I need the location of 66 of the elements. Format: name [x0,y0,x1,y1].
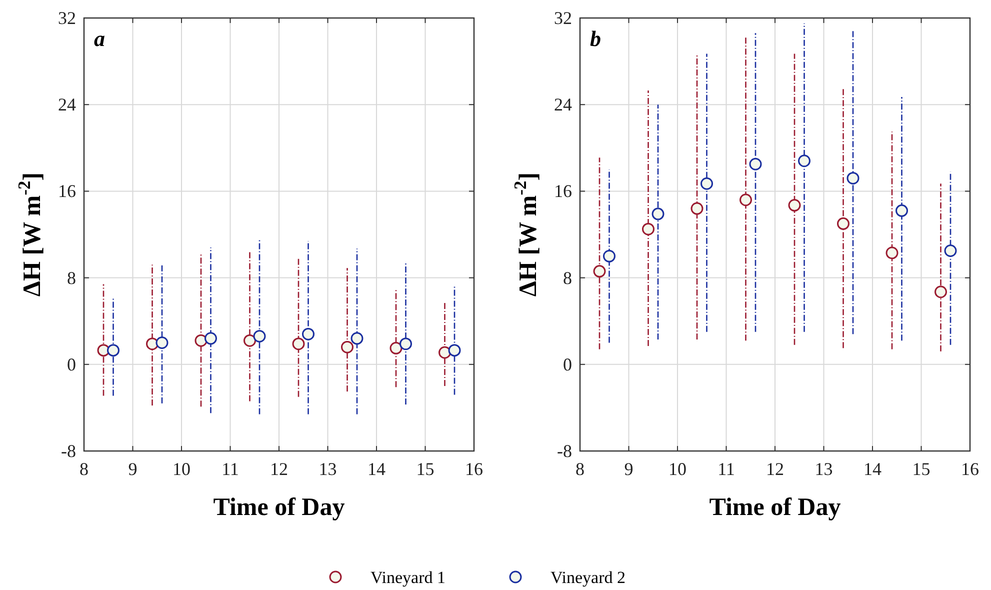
x-tick-label: 8 [576,459,584,479]
y-tick-label: 0 [563,354,572,374]
point [194,334,208,347]
y-tick-label: 16 [554,181,572,202]
point [740,194,752,206]
chart-title: a [94,26,105,51]
y-tick-label: 24 [554,94,572,115]
chart-title: b [590,26,601,51]
x-axis-title: Time of Day [709,494,842,521]
x-axis-title: Time of Day [213,494,346,521]
y-tick-label: 8 [563,268,572,288]
x-tick-label: 16 [465,459,483,479]
point [700,177,713,190]
x-tick-label: 14 [368,459,386,479]
x-tick-label: 13 [814,459,833,479]
point [390,342,402,354]
point [204,332,217,345]
y-tick-label: 24 [58,94,76,115]
x-tick-label: 10 [172,459,190,479]
point [846,172,860,184]
x-tick-label: 10 [668,459,686,479]
x-tick-label: 9 [624,459,634,479]
y-tick-label: 32 [554,8,572,28]
point [253,330,266,343]
point [788,199,801,212]
point [350,332,364,345]
point [244,334,256,347]
y-tick-label: -8 [61,441,76,461]
point [107,344,120,357]
point [944,244,957,257]
legend-label: Vineyard 1 [370,568,446,587]
point [886,246,898,260]
point [934,286,947,298]
point [690,202,704,215]
x-tick-label: 12 [270,459,288,479]
point [302,328,314,340]
x-tick-label: 9 [128,459,138,479]
x-tick-label: 8 [80,459,88,479]
x-tick-label: 11 [718,459,735,479]
x-tick-label: 16 [961,459,979,479]
point [798,154,810,168]
point [652,208,664,220]
point [400,338,412,350]
point [341,340,354,354]
point [156,336,168,349]
y-tick-label: 8 [67,268,76,288]
point [593,265,606,278]
point [896,204,908,217]
point [292,338,305,350]
point [603,250,616,262]
x-tick-label: 11 [222,459,239,479]
point [642,222,654,236]
point [438,346,451,359]
x-tick-label: 14 [864,459,882,479]
x-tick-label: 15 [416,459,434,479]
y-tick-label: 32 [58,8,76,28]
y-tick-label: 0 [67,354,76,374]
legend-label: Vineyard 2 [550,568,626,587]
point [837,217,850,230]
point [448,344,461,357]
x-tick-label: 15 [912,459,930,479]
x-tick-label: 13 [318,459,337,479]
x-tick-label: 12 [766,459,784,479]
point [749,158,762,170]
y-tick-label: 16 [58,181,76,202]
y-tick-label: -8 [557,441,572,461]
